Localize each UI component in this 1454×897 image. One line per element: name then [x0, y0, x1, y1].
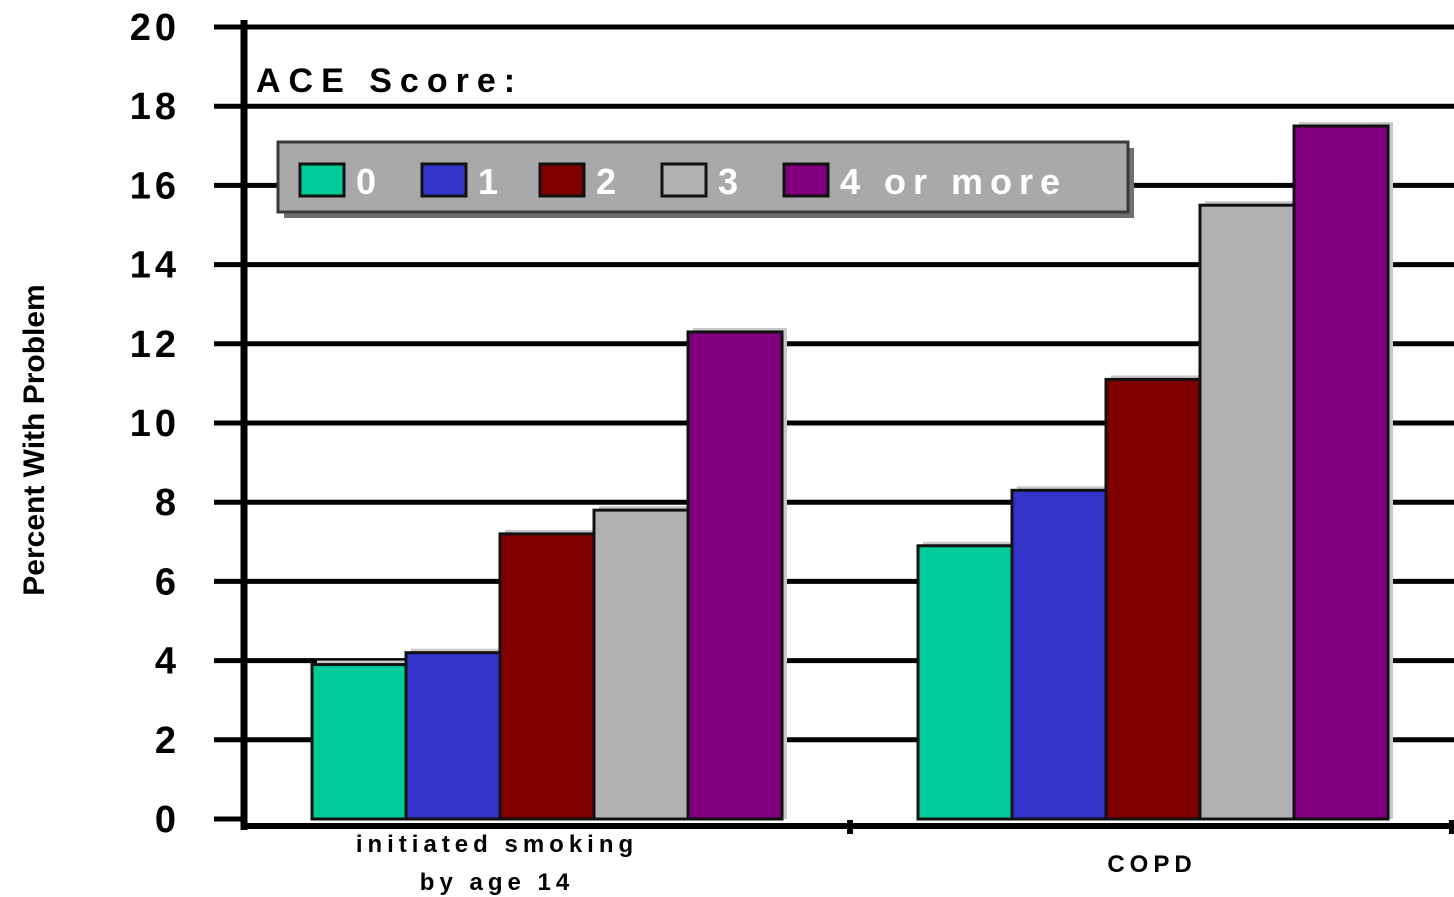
legend-label: 4 or more: [840, 161, 1067, 202]
y-tick-label: 6: [155, 561, 180, 603]
legend-title: ACE Score:: [256, 62, 523, 100]
bar-4-or-more-1: [1292, 124, 1390, 821]
x-category-label: initiated smoking: [356, 831, 638, 858]
legend-label: 3: [718, 161, 745, 202]
bar-0-1: [916, 544, 1014, 821]
bar-1-1: [1010, 488, 1108, 821]
y-tick-label: 2: [155, 720, 180, 762]
y-tick-label: 10: [130, 403, 180, 445]
x-category-labels: initiated smoking by age 14 COPD: [356, 831, 1196, 896]
legend: 0 1 2 3 4 or more: [276, 140, 1134, 218]
y-axis-label: Percent With Problem: [18, 284, 51, 595]
legend-label: 2: [596, 161, 623, 202]
legend-label: 0: [356, 161, 383, 202]
y-tick-label: 18: [130, 86, 180, 128]
legend-label: 1: [478, 161, 505, 202]
legend-swatch: [782, 162, 830, 198]
y-tick-label: 20: [130, 7, 180, 49]
legend-swatch: [538, 162, 586, 198]
axes: [214, 20, 1454, 834]
x-category-label: COPD: [1107, 851, 1196, 878]
y-tick-label: 8: [155, 482, 180, 524]
y-tick-labels: 0 2 4 6 8 10 12 14 16 18 20: [130, 7, 180, 841]
bars: [310, 122, 1393, 821]
legend-swatch: [420, 162, 468, 198]
bar-3-1: [1198, 203, 1296, 821]
y-tick-label: 12: [130, 324, 180, 366]
y-tick-label: 14: [130, 245, 180, 287]
x-category-label: by age 14: [420, 869, 574, 896]
bar-3-0: [592, 508, 690, 821]
legend-swatch: [660, 162, 708, 198]
y-tick-label: 16: [130, 165, 180, 207]
bar-4-or-more-0: [686, 330, 784, 821]
bar-0-0: [310, 663, 408, 821]
y-tick-label: 4: [155, 641, 180, 683]
bar-1-0: [404, 651, 502, 821]
bar-2-0: [498, 532, 596, 821]
y-tick-label: 0: [155, 799, 180, 841]
legend-swatch: [298, 162, 346, 198]
bar-2-1: [1104, 377, 1202, 821]
